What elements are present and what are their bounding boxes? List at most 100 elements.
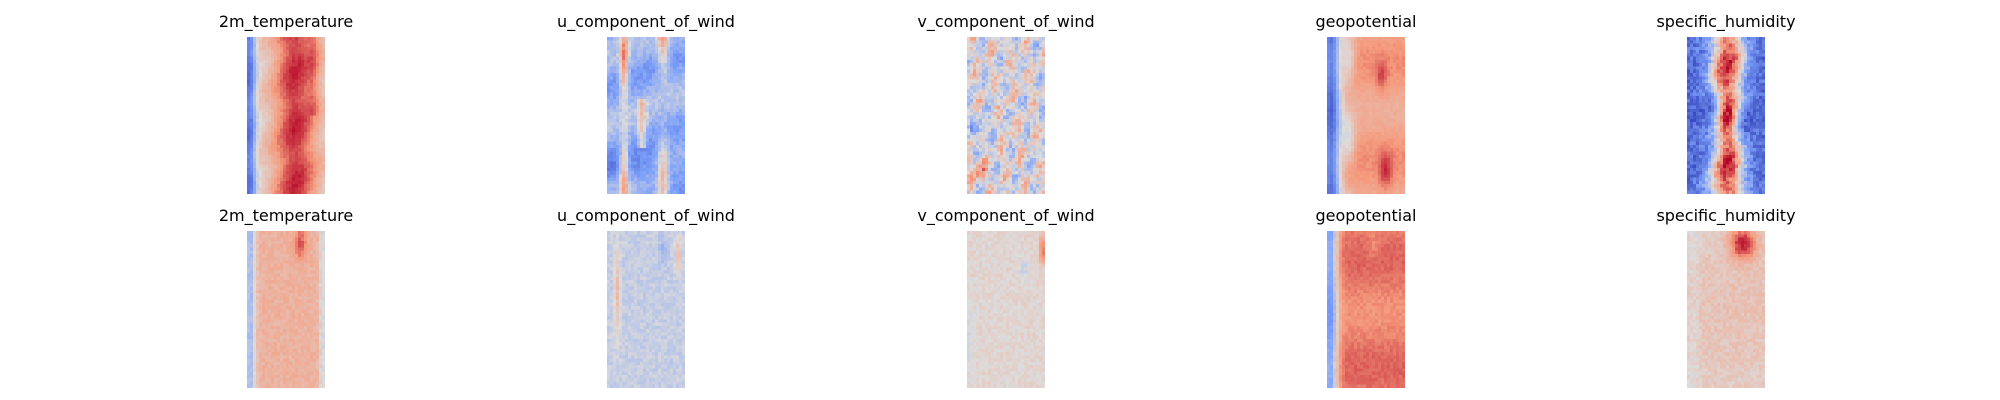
heatmap-cell: [634, 79, 638, 83]
heatmap-cell: [1030, 112, 1034, 116]
heatmap-cell: [622, 164, 626, 168]
heatmap-cell: [973, 118, 977, 123]
heatmap-cell: [982, 180, 986, 185]
heatmap-cell: [649, 79, 653, 83]
heatmap-cell: [1366, 82, 1370, 87]
heatmap-cell: [1363, 40, 1367, 44]
heatmap-cell: [274, 102, 278, 106]
heatmap-cell: [250, 69, 254, 74]
heatmap-cell: [316, 79, 320, 83]
heatmap-cell: [616, 40, 620, 44]
heatmap-cell: [1399, 105, 1403, 110]
heatmap-cell: [1033, 105, 1037, 110]
heatmap-cell: [658, 79, 662, 83]
heatmap-cell: [1006, 40, 1010, 44]
heatmap-cell: [280, 161, 284, 165]
heatmap-cell: [253, 125, 257, 129]
heatmap-cell: [1003, 118, 1007, 123]
heatmap-cell: [682, 37, 685, 41]
heatmap-cell: [973, 89, 977, 93]
heatmap-cell: [298, 118, 302, 123]
heatmap-cell: [1012, 122, 1016, 126]
heatmap-cell: [1360, 92, 1364, 97]
heatmap-cell: [1339, 115, 1343, 119]
heatmap-cell: [1354, 59, 1358, 64]
heatmap-cell: [994, 177, 998, 182]
heatmap-cell: [271, 46, 275, 51]
heatmap-cell: [307, 50, 311, 54]
heatmap-cell: [1336, 158, 1340, 162]
heatmap-cell: [619, 151, 623, 155]
heatmap-cell: [1027, 56, 1031, 61]
heatmap-cell: [310, 187, 314, 191]
heatmap-cell: [1330, 102, 1334, 106]
heatmap-cell: [628, 43, 632, 47]
heatmap-cell: [1039, 46, 1043, 51]
heatmap-cell: [289, 184, 293, 188]
heatmap-cell: [673, 86, 677, 90]
heatmap-cell: [1006, 86, 1010, 90]
heatmap-cell: [271, 43, 275, 47]
heatmap-cell: [628, 180, 632, 185]
heatmap-cell: [253, 161, 257, 165]
heatmap-cell: [652, 99, 656, 103]
heatmap-cell: [1333, 167, 1337, 172]
heatmap-cell: [1375, 128, 1379, 133]
heatmap-cell: [649, 99, 653, 103]
heatmap-cell: [976, 37, 980, 41]
heatmap-cell: [1348, 99, 1352, 103]
heatmap-cell: [1375, 151, 1379, 155]
heatmap-cell: [979, 174, 983, 178]
heatmap-cell: [1327, 177, 1331, 182]
heatmap-cell: [271, 105, 275, 110]
heatmap-cell: [967, 43, 971, 47]
heatmap-cell: [301, 89, 305, 93]
heatmap-panel: [967, 37, 1045, 194]
heatmap-cell: [997, 40, 1001, 44]
heatmap-cell: [1402, 82, 1405, 87]
heatmap-cell: [319, 125, 323, 129]
heatmap-cell: [298, 105, 302, 110]
heatmap-cell: [988, 46, 992, 51]
heatmap-cell: [1330, 125, 1334, 129]
heatmap-cell: [1339, 148, 1343, 152]
heatmap-cell: [1006, 164, 1010, 168]
heatmap-cell: [667, 112, 671, 116]
heatmap-cell: [1366, 92, 1370, 97]
heatmap-cell: [613, 118, 617, 123]
heatmap-cell: [283, 108, 287, 113]
heatmap-cell: [664, 89, 668, 93]
heatmap-cell: [283, 174, 287, 178]
heatmap-cell: [1390, 144, 1394, 149]
heatmap-cell: [1003, 63, 1007, 67]
heatmap-cell: [1036, 158, 1040, 162]
heatmap-cell: [1000, 148, 1004, 152]
heatmap-cell: [646, 154, 650, 159]
heatmap-cell: [646, 72, 650, 77]
heatmap-cell: [307, 112, 311, 116]
heatmap-cell: [643, 141, 647, 146]
heatmap-cell: [1006, 112, 1010, 116]
heatmap-cell: [1036, 138, 1040, 142]
heatmap-cell: [316, 125, 320, 129]
heatmap-cell: [259, 161, 263, 165]
heatmap-cell: [1360, 72, 1364, 77]
heatmap-cell: [1021, 50, 1025, 54]
heatmap-cell: [676, 180, 680, 185]
heatmap-cell: [1363, 154, 1367, 159]
heatmap-cell: [1402, 46, 1405, 51]
heatmap-cell: [1030, 125, 1034, 129]
heatmap-cell: [289, 171, 293, 175]
heatmap-cell: [1033, 151, 1037, 155]
heatmap-cell: [634, 82, 638, 87]
heatmap-cell: [274, 148, 278, 152]
heatmap-cell: [277, 180, 281, 185]
heatmap-cell: [250, 89, 254, 93]
heatmap-cell: [679, 128, 683, 133]
heatmap-cell: [622, 53, 626, 57]
heatmap-cell: [1381, 158, 1385, 162]
heatmap-cell: [283, 128, 287, 133]
heatmap-cell: [1039, 63, 1043, 67]
heatmap-cell: [979, 131, 983, 136]
heatmap-cell: [1372, 82, 1376, 87]
